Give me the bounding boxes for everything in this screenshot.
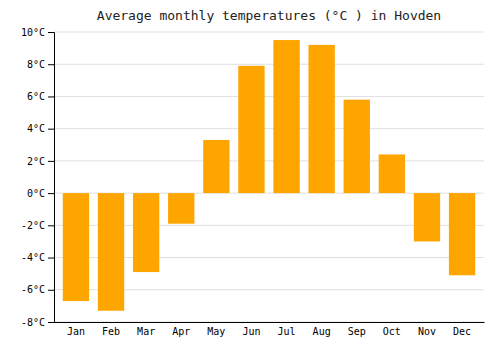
x-tick: Mar <box>137 326 155 337</box>
x-tick: May <box>207 326 225 337</box>
y-tick: 4°C <box>27 123 54 134</box>
x-tick-label: Dec <box>453 326 471 337</box>
grid-line <box>54 128 484 129</box>
y-axis-line <box>48 33 55 323</box>
y-tick: 10°C <box>21 27 54 38</box>
x-tick-label: Nov <box>418 326 436 337</box>
y-tick-mark <box>48 322 54 323</box>
y-tick: 8°C <box>27 59 54 70</box>
y-tick-mark <box>48 64 54 65</box>
title: Average monthly temperatures (°C ) in Ho… <box>97 8 441 23</box>
bar <box>414 193 440 241</box>
bar <box>63 193 89 301</box>
bar <box>203 140 229 193</box>
bars <box>63 40 475 311</box>
y-tick-mark <box>48 32 54 33</box>
x-tick: Feb <box>102 326 120 337</box>
grid-line <box>54 322 484 323</box>
y-axis: -8°C -6°C -4°C -2°C 0°C 2°C 4°C 6°C 8°C 10°C <box>21 27 55 328</box>
x-tick: Sep <box>348 326 366 337</box>
bar <box>344 100 370 193</box>
plot: Jan Feb Mar Apr May Jun Jul Aug Sep Oct Nov Dec -8°C… <box>21 27 485 337</box>
y-tick-mark <box>48 129 54 130</box>
y-tick-label: -8°C <box>21 317 45 328</box>
grid-line <box>54 32 484 33</box>
bar <box>449 193 475 275</box>
x-tick-label: Mar <box>137 326 155 337</box>
x-tick: Jun <box>242 326 260 337</box>
y-tick-label: 4°C <box>27 123 45 134</box>
x-tick-label: Apr <box>172 326 190 337</box>
x-tick-label: Sep <box>348 326 366 337</box>
y-tick-mark <box>48 193 54 194</box>
bar <box>133 193 159 272</box>
y-tick: 2°C <box>27 156 54 167</box>
x-tick: Jul <box>278 326 296 337</box>
y-tick-label: 2°C <box>27 156 45 167</box>
y-tick: 0°C <box>27 188 54 199</box>
y-tick: -2°C <box>21 220 54 231</box>
bar <box>168 193 194 224</box>
y-tick: -4°C <box>21 252 54 263</box>
bar <box>238 66 264 193</box>
x-tick: Jan <box>67 326 85 337</box>
y-tick: -6°C <box>21 284 54 295</box>
x-tick-label: May <box>207 326 225 337</box>
y-tick-label: -4°C <box>21 252 45 263</box>
y-tick: -8°C <box>21 317 54 328</box>
x-tick: Apr <box>172 326 190 337</box>
y-tick-mark <box>48 161 54 162</box>
y-tick-label: 8°C <box>27 59 45 70</box>
x-tick: Dec <box>453 326 471 337</box>
x-axis-line <box>55 322 485 323</box>
y-tick-label: -6°C <box>21 284 45 295</box>
x-tick-label: Oct <box>383 326 401 337</box>
bar <box>273 40 299 193</box>
y-tick-mark <box>48 290 54 291</box>
y-tick-label: 10°C <box>21 27 45 38</box>
grid-line <box>54 64 484 65</box>
bar <box>379 154 405 193</box>
x-tick: Aug <box>313 326 331 337</box>
grid-line <box>54 96 484 97</box>
y-tick-mark <box>48 258 54 259</box>
x-tick: Nov <box>418 326 436 337</box>
x-axis: Jan Feb Mar Apr May Jun Jul Aug Sep Oct Nov Dec <box>55 323 485 338</box>
y-tick-mark <box>48 96 54 97</box>
y-tick-mark <box>48 225 54 226</box>
x-tick-label: Jun <box>242 326 260 337</box>
y-tick-label: 6°C <box>27 91 45 102</box>
y-tick-label: 0°C <box>27 188 45 199</box>
x-tick-label: Feb <box>102 326 120 337</box>
y-tick-label: -2°C <box>21 220 45 231</box>
bar <box>98 193 124 311</box>
x-tick-label: Jul <box>278 326 296 337</box>
grid-line <box>54 160 484 161</box>
chart: Jan Feb Mar Apr May Jun Jul Aug Sep Oct Nov Dec -8°C… <box>0 0 500 350</box>
grid <box>54 32 484 322</box>
y-tick: 6°C <box>27 91 54 102</box>
x-tick: Oct <box>383 326 401 337</box>
bar <box>308 45 334 193</box>
x-tick-label: Jan <box>67 326 85 337</box>
x-tick-label: Aug <box>313 326 331 337</box>
